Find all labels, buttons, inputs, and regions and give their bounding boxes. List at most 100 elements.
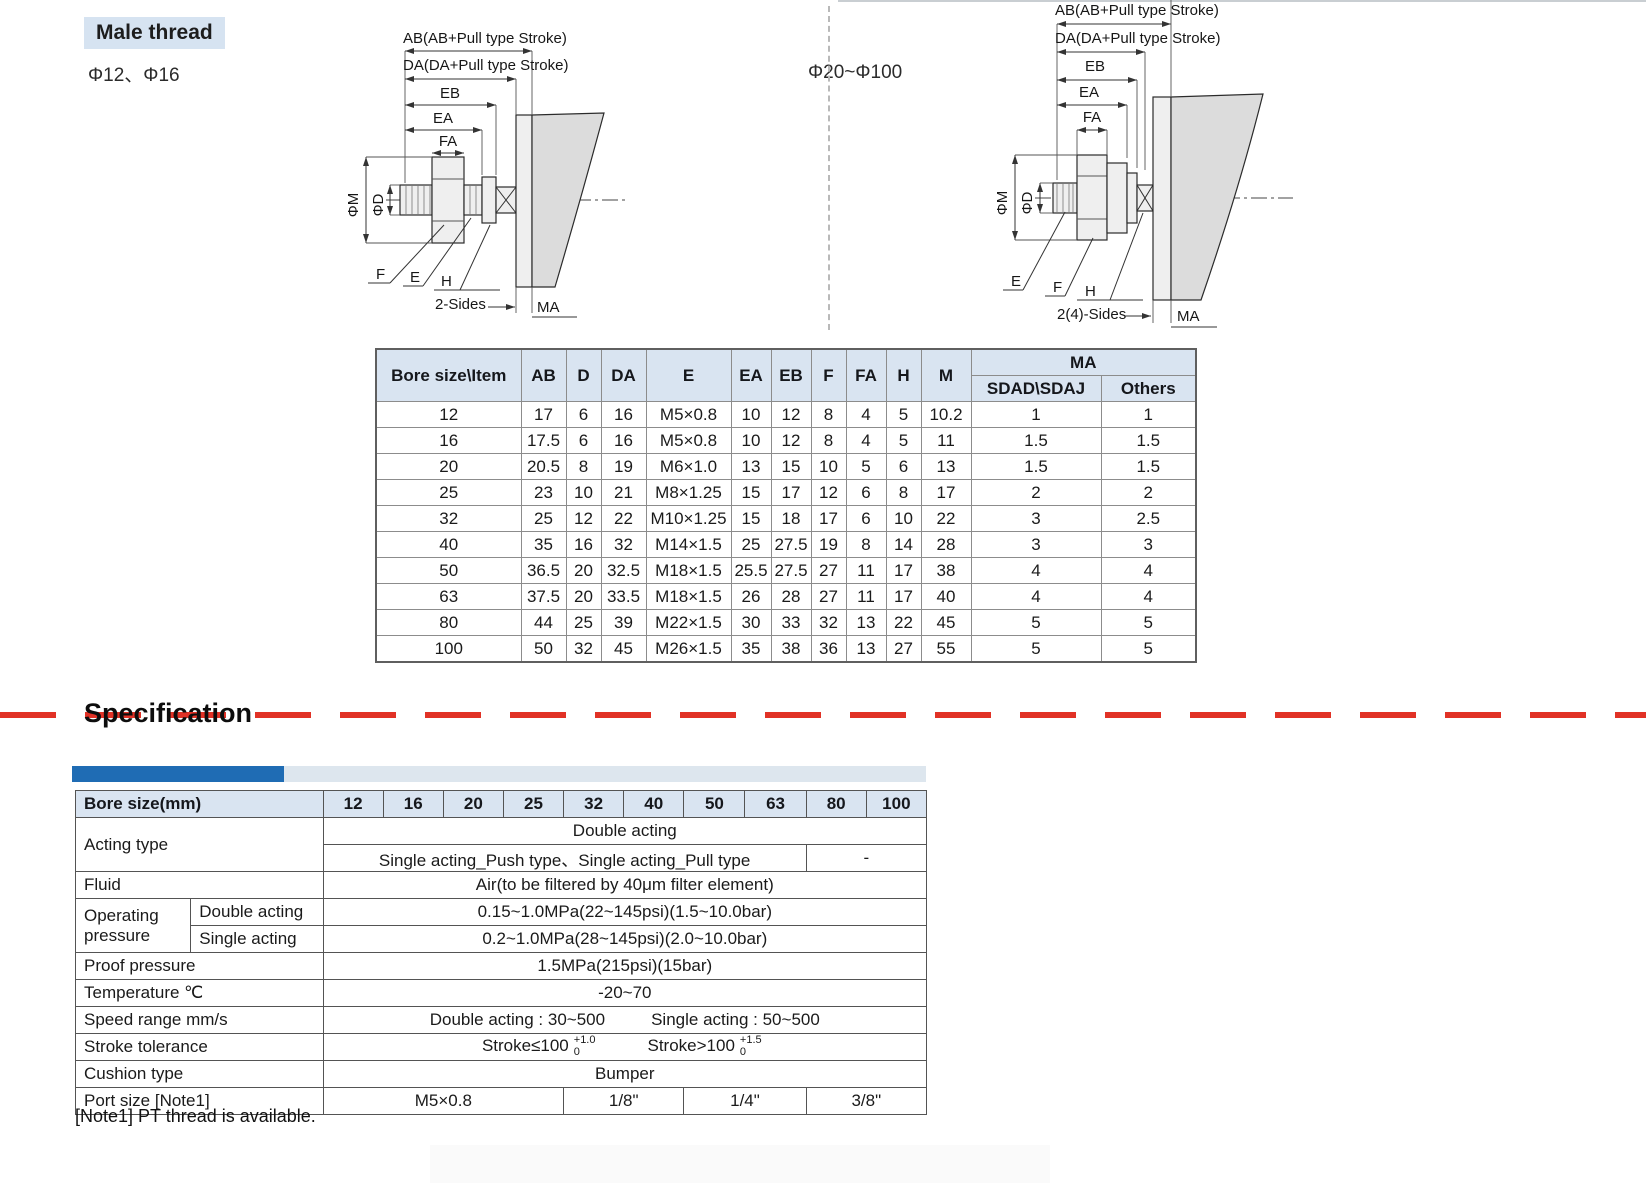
spec-label-cushion-type: Cushion type <box>75 1060 324 1088</box>
spec-bore-20: 20 <box>442 790 504 818</box>
dim-cell: 20 <box>565 583 602 610</box>
stroke-tol-lower2: 0 <box>739 1046 747 1058</box>
dim-cell: 35 <box>520 531 567 558</box>
dim-label-eb: EB <box>1085 58 1105 75</box>
spec-port-38: 3/8" <box>805 1087 928 1115</box>
dim-cell: 4 <box>970 583 1102 610</box>
dim-cell: 10.2 <box>920 401 972 428</box>
dim-cell: 8 <box>565 453 602 480</box>
spec-pressure-double-value: 0.15~1.0MPa(22~145psi)(1.5~10.0bar) <box>322 898 928 926</box>
dim-cell: 12 <box>810 479 847 506</box>
dim-label-ma: MA <box>537 299 560 316</box>
dim-cell: 6 <box>845 505 887 532</box>
dim-header-ma: MA <box>970 348 1197 376</box>
dim-header-ma-sdad: SDAD\SDAJ <box>970 375 1102 402</box>
dim-cell-bore: 80 <box>375 609 522 636</box>
dim-label-phi-d: ΦD <box>370 193 387 216</box>
dim-cell: 5 <box>970 635 1102 663</box>
dim-header-f: F <box>810 348 847 402</box>
dim-cell: 19 <box>600 453 647 480</box>
dim-cell: 8 <box>845 531 887 558</box>
dim-table-row: 25 23 10 21 M8×1.25 15 17 12 6 8 17 2 2 <box>375 479 1197 506</box>
dim-cell: 25 <box>565 609 602 636</box>
spec-label-speed-range: Speed range mm/s <box>75 1006 324 1034</box>
spec-label-temperature: Temperature ℃ <box>75 979 324 1007</box>
dim-header-d: D <box>565 348 602 402</box>
page-top-edge <box>838 0 1646 2</box>
dim-cell: 28 <box>770 583 812 610</box>
spec-bore-40: 40 <box>623 790 685 818</box>
dim-cell: 5 <box>845 453 887 480</box>
dim-cell: 6 <box>565 427 602 454</box>
dim-cell: 38 <box>920 557 972 584</box>
dim-cell-bore: 32 <box>375 505 522 532</box>
spec-cushion-value: Bumper <box>322 1060 928 1088</box>
stroke-tol-lower: 0 <box>573 1046 580 1058</box>
bolt-assembly <box>399 112 605 288</box>
dim-cell: 45 <box>920 609 972 636</box>
dim-cell: 4 <box>845 401 887 428</box>
dim-cell: 3 <box>970 531 1102 558</box>
dim-cell: 27 <box>810 557 847 584</box>
dim-cell-bore: 63 <box>375 583 522 610</box>
dim-cell: 18 <box>770 505 812 532</box>
dim-table-row: 63 37.5 20 33.5 M18×1.5 26 28 27 11 17 4… <box>375 583 1197 610</box>
dim-cell: 26 <box>730 583 772 610</box>
dim-cell: M5×0.8 <box>645 401 732 428</box>
specification-underline-bar <box>72 766 926 782</box>
dim-cell: 37.5 <box>520 583 567 610</box>
dim-cell-bore: 100 <box>375 635 522 663</box>
second-nut <box>1106 162 1128 234</box>
dim-cell: 8 <box>810 401 847 428</box>
dim-cell: 5 <box>1100 609 1197 636</box>
dim-cell: 5 <box>885 401 922 428</box>
dim-cell: 2 <box>970 479 1102 506</box>
dim-cell: 17 <box>810 505 847 532</box>
spec-bore-100: 100 <box>865 790 928 818</box>
dim-label-da: DA(DA+Pull type Stroke) <box>403 57 568 74</box>
dim-header-ab: AB <box>520 348 567 402</box>
dim-cell-bore: 40 <box>375 531 522 558</box>
dim-cell: 14 <box>885 531 922 558</box>
callout-sides: 2(4)-Sides <box>1057 306 1126 323</box>
dim-cell: 30 <box>730 609 772 636</box>
dim-cell: 22 <box>920 505 972 532</box>
dim-cell: 50 <box>520 635 567 663</box>
spec-label-port-size: Port size [Note1] <box>75 1087 324 1115</box>
scan-smudge <box>430 1145 1050 1183</box>
dim-cell: 10 <box>885 505 922 532</box>
section-divider <box>0 712 1646 718</box>
dim-cell: 22 <box>885 609 922 636</box>
dim-cell: 39 <box>600 609 647 636</box>
dim-cell: 16 <box>600 427 647 454</box>
dim-cell-bore: 20 <box>375 453 522 480</box>
dim-header-fa: FA <box>845 348 887 402</box>
dim-cell: 40 <box>920 583 972 610</box>
dim-cell: 15 <box>730 505 772 532</box>
dim-cell: 12 <box>770 427 812 454</box>
spec-fluid-value: Air(to be filtered by 40μm filter elemen… <box>322 871 928 899</box>
spec-pressure-single-value: 0.2~1.0MPa(28~145psi)(2.0~10.0bar) <box>322 925 928 953</box>
spec-label-fluid: Fluid <box>75 871 324 899</box>
dim-cell: 27.5 <box>770 531 812 558</box>
spec-bore-80: 80 <box>805 790 867 818</box>
dim-cell: 17 <box>520 401 567 428</box>
stroke-tol-upper2: +1.5 <box>739 1034 762 1047</box>
dim-cell: 45 <box>600 635 647 663</box>
dim-cell: 8 <box>810 427 847 454</box>
dim-label-phi-m: ΦM <box>994 191 1011 215</box>
dim-header-bore: Bore size\Item <box>375 348 522 402</box>
dim-cell-bore: 16 <box>375 427 522 454</box>
dim-cell: 10 <box>810 453 847 480</box>
spec-port-18: 1/8" <box>563 1087 685 1115</box>
dim-table-row: 50 36.5 20 32.5 M18×1.5 25.5 27.5 27 11 … <box>375 557 1197 584</box>
spec-speed-value: Double acting : 30~500 Single acting : 50… <box>322 1006 928 1034</box>
dim-table-row: 20 20.5 8 19 M6×1.0 13 15 10 5 6 13 1.5 … <box>375 453 1197 480</box>
spec-label-operating-pressure: Operating pressure <box>74 898 192 953</box>
bore-range-right: Φ20~Φ100 <box>808 62 903 83</box>
dim-cell: 5 <box>1100 635 1197 663</box>
dim-label-ma: MA <box>1177 308 1200 325</box>
dim-cell: 12 <box>565 505 602 532</box>
dim-label-fa: FA <box>439 133 457 150</box>
